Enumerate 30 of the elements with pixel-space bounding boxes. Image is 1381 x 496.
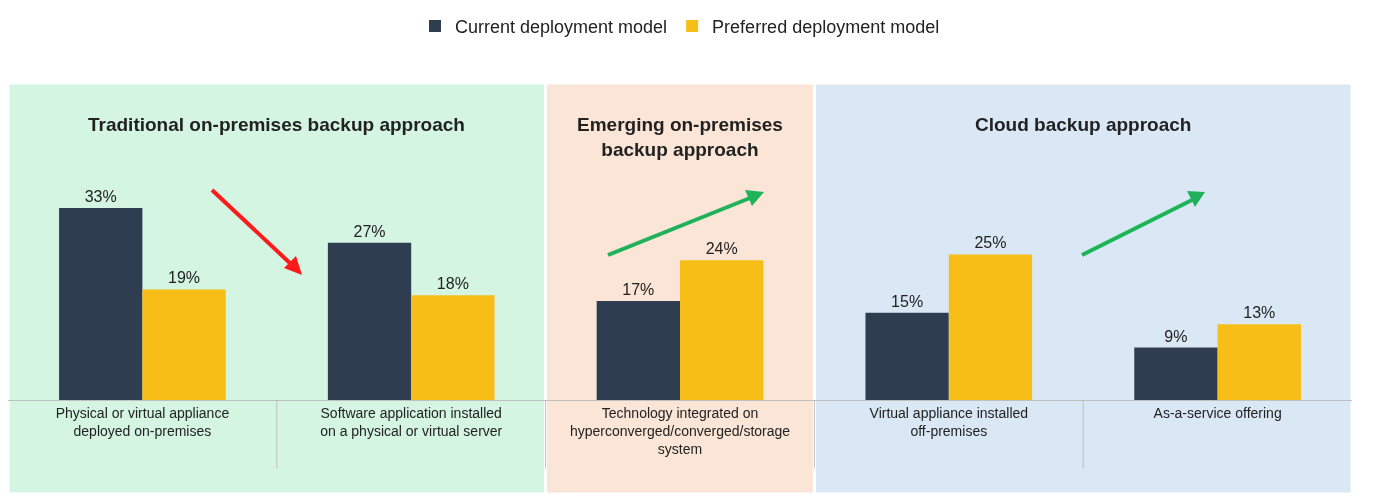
bar	[142, 289, 226, 400]
bar	[948, 254, 1033, 400]
bar	[596, 301, 680, 400]
legend-label: Preferred deployment model	[712, 16, 940, 37]
band-label: Traditional on-premises backup approach	[88, 114, 465, 135]
legend-label: Current deployment model	[455, 16, 668, 37]
x-tick-label: As-a-service offering	[1153, 404, 1282, 421]
x-tick-label: Technology integrated on hyperconverged/converged/storage system	[569, 404, 791, 458]
data-label: 24%	[705, 240, 738, 258]
data-label: 18%	[436, 275, 469, 293]
data-label: 25%	[974, 234, 1007, 252]
data-label: 33%	[84, 187, 117, 205]
bar	[1134, 347, 1218, 400]
data-label: 27%	[353, 222, 386, 240]
data-label: 19%	[168, 269, 201, 287]
data-label: 13%	[1243, 304, 1276, 322]
data-label: 9%	[1164, 327, 1188, 345]
x-tick-label: Physical or virtual appliance deployed on-premises	[55, 404, 230, 439]
band-label: Cloud backup approach	[975, 114, 1192, 135]
band-label: Emerging on-premises backup approach	[577, 114, 783, 160]
bar	[680, 260, 764, 400]
bar	[327, 242, 412, 400]
x-tick-label: Software application installed on a physical or virtual server	[320, 404, 503, 439]
bar	[411, 295, 495, 400]
data-label: 15%	[891, 292, 924, 310]
bar	[1217, 324, 1301, 400]
bar	[865, 312, 949, 400]
x-tick-label: Virtual appliance installed off-premises	[869, 404, 1029, 439]
bar	[59, 207, 143, 400]
data-label: 17%	[622, 281, 655, 299]
